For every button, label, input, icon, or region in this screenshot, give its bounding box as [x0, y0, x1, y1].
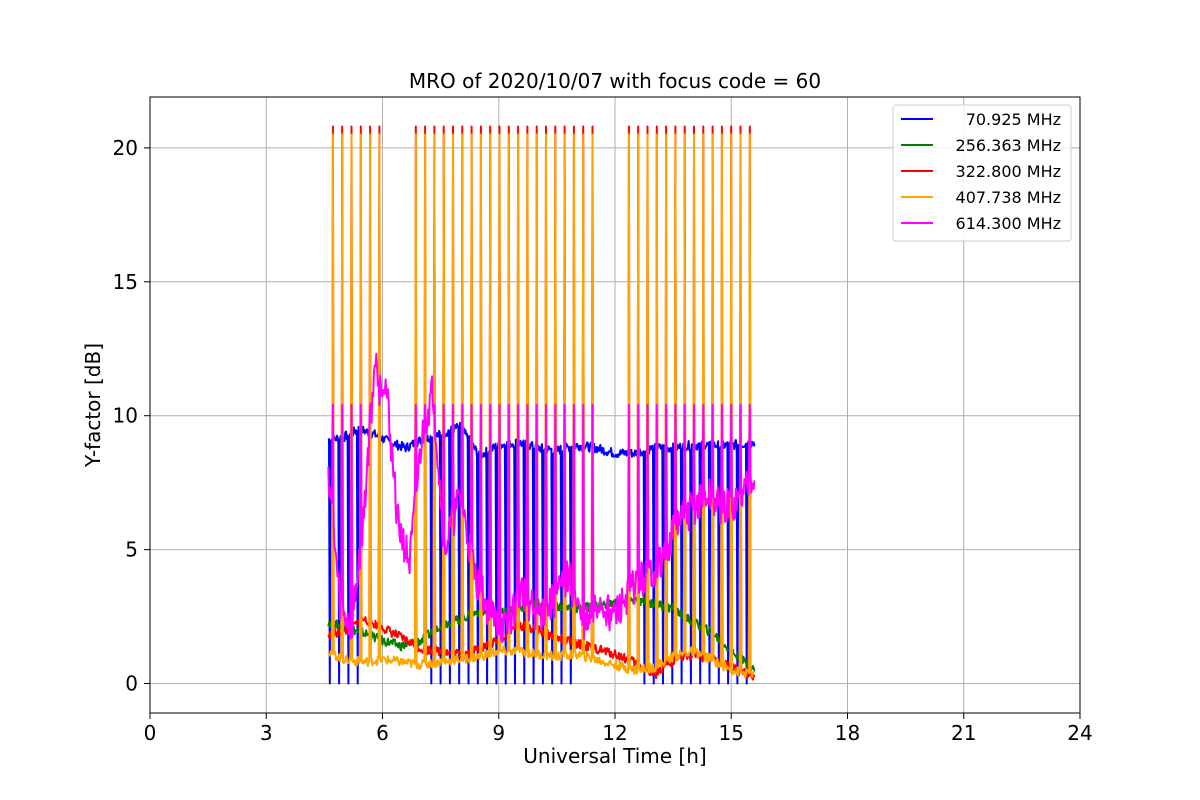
- x-tick-label: 15: [719, 721, 744, 745]
- y-axis: 0 5 10 15 20: [113, 136, 150, 696]
- y-tick-label: 0: [125, 672, 138, 696]
- series-2: [327, 125, 756, 681]
- legend-label: 70.925 MHz: [966, 110, 1061, 129]
- x-tick-label: 12: [602, 721, 627, 745]
- x-tick-label: 6: [376, 721, 389, 745]
- y-tick-label: 5: [125, 538, 138, 562]
- y-tick-label: 15: [113, 270, 138, 294]
- y-tick-label: 20: [113, 136, 138, 160]
- legend-label: 322.800 MHz: [956, 162, 1061, 181]
- chart-title: MRO of 2020/10/07 with focus code = 60: [409, 69, 821, 93]
- series-3: [327, 133, 755, 679]
- legend-label: 256.363 MHz: [956, 136, 1061, 155]
- x-tick-label: 24: [1067, 721, 1092, 745]
- series-line: [327, 133, 755, 679]
- legend: 70.925 MHz 256.363 MHz 322.800 MHz 407.738 …: [892, 104, 1072, 242]
- legend-label: 614.300 MHz: [956, 214, 1061, 233]
- legend-box: [892, 104, 1072, 242]
- plot-series: [327, 125, 756, 685]
- x-tick-label: 9: [492, 721, 505, 745]
- y-tick-label: 10: [113, 404, 138, 428]
- x-tick-label: 18: [835, 721, 860, 745]
- series-line: [327, 352, 756, 643]
- x-tick-label: 3: [260, 721, 273, 745]
- x-axis: 0 3 6 9 12 15 18 21 24: [144, 713, 1093, 745]
- legend-label: 407.738 MHz: [956, 188, 1061, 207]
- x-tick-label: 21: [951, 721, 976, 745]
- x-axis-label: Universal Time [h]: [523, 744, 706, 768]
- x-tick-label: 0: [144, 721, 157, 745]
- series-4: [327, 352, 756, 643]
- y-axis-label: Y-factor [dB]: [81, 343, 105, 468]
- series-line: [327, 125, 756, 681]
